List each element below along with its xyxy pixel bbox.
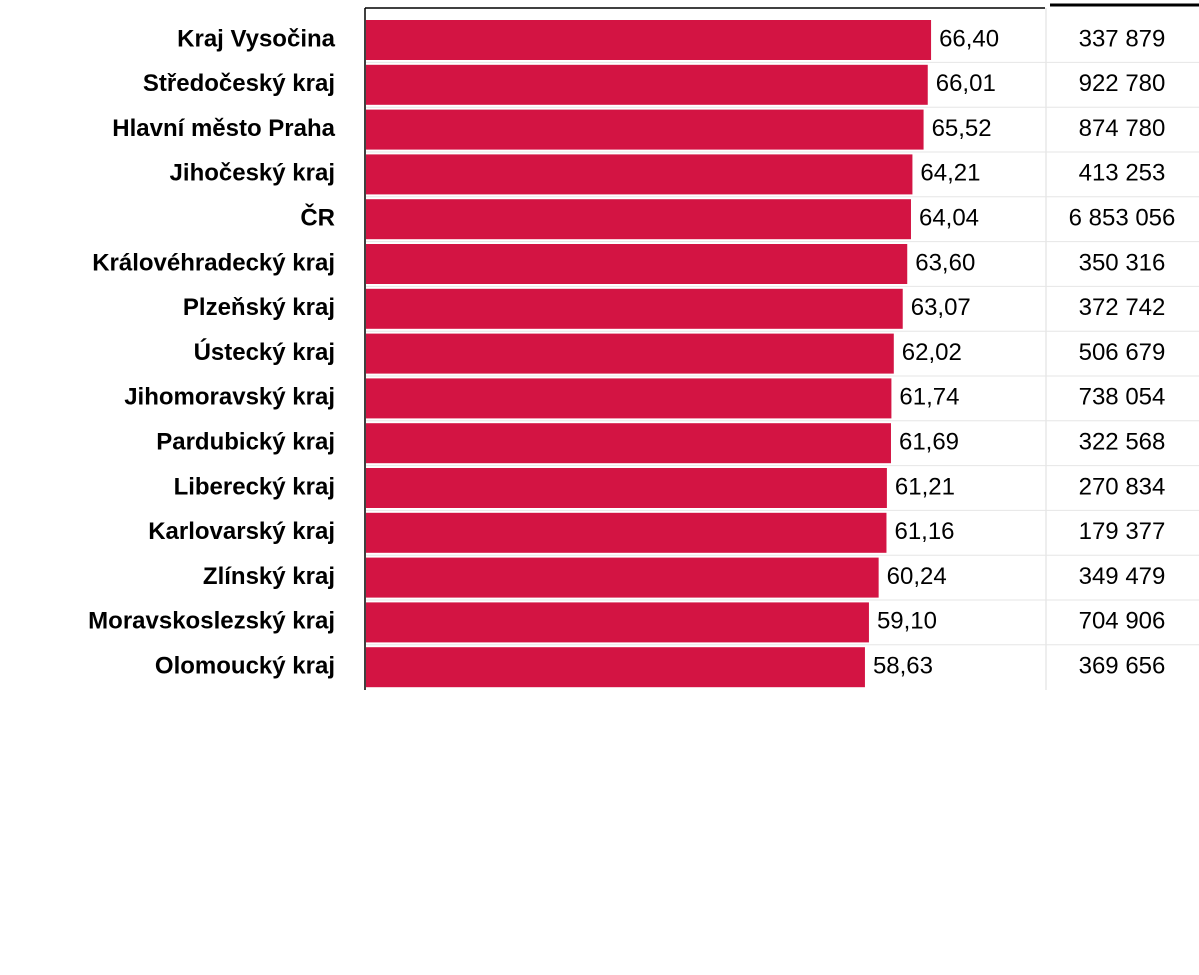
bar xyxy=(366,199,911,240)
bar xyxy=(366,423,891,464)
count-label: 349 479 xyxy=(1079,563,1166,590)
value-label: 61,21 xyxy=(895,473,955,500)
bar xyxy=(366,64,928,105)
value-label: 66,01 xyxy=(936,70,996,97)
category-label: ČR xyxy=(300,204,335,232)
value-label: 64,21 xyxy=(920,160,980,187)
value-label: 61,16 xyxy=(894,518,954,545)
value-label: 62,02 xyxy=(902,339,962,366)
count-label: 922 780 xyxy=(1079,70,1166,97)
count-label: 506 679 xyxy=(1079,339,1166,366)
bar xyxy=(366,244,908,284)
value-label: 65,52 xyxy=(932,115,992,142)
count-label: 369 656 xyxy=(1079,653,1166,680)
value-label: 66,40 xyxy=(939,25,999,52)
bar xyxy=(366,378,892,419)
value-label: 60,24 xyxy=(887,563,947,590)
count-label: 350 316 xyxy=(1079,249,1166,276)
bar xyxy=(366,109,924,150)
value-label: 61,74 xyxy=(899,384,959,411)
category-label: Hlavní město Praha xyxy=(112,115,335,142)
bar xyxy=(366,602,869,643)
category-label: Olomoucký kraj xyxy=(155,653,335,680)
category-label: Jihočeský kraj xyxy=(170,160,335,187)
count-label: 322 568 xyxy=(1079,429,1166,456)
bar xyxy=(366,557,879,598)
value-label: 63,60 xyxy=(915,249,975,276)
category-label: Karlovarský kraj xyxy=(148,518,335,545)
value-label: 58,63 xyxy=(873,653,933,680)
count-label: 738 054 xyxy=(1079,384,1166,411)
count-label: 6 853 056 xyxy=(1069,205,1176,232)
category-label: Kraj Vysočina xyxy=(177,25,336,52)
value-label: 64,04 xyxy=(919,205,979,232)
count-label: 337 879 xyxy=(1079,25,1166,52)
value-label: 63,07 xyxy=(911,294,971,321)
bar xyxy=(366,647,865,688)
bar xyxy=(366,333,894,374)
count-label: 372 742 xyxy=(1079,294,1166,321)
bar xyxy=(366,468,887,508)
category-label: Zlínský kraj xyxy=(203,563,335,590)
count-label: 270 834 xyxy=(1079,473,1166,500)
value-label: 59,10 xyxy=(877,608,937,635)
bar xyxy=(366,512,887,553)
category-label: Jihomoravský kraj xyxy=(124,384,335,411)
count-label: 874 780 xyxy=(1079,115,1166,142)
count-label: 413 253 xyxy=(1079,160,1166,187)
category-label: Pardubický kraj xyxy=(156,429,335,456)
category-label: Plzeňský kraj xyxy=(183,294,335,321)
count-label: 179 377 xyxy=(1079,518,1166,545)
bar xyxy=(366,154,913,195)
value-label: 61,69 xyxy=(899,429,959,456)
category-label: Moravskoslezský kraj xyxy=(88,608,335,635)
category-label: Ústecký kraj xyxy=(194,338,335,366)
category-label: Liberecký kraj xyxy=(174,473,335,500)
category-label: Středočeský kraj xyxy=(143,70,335,97)
category-label: Královéhradecký kraj xyxy=(92,249,335,276)
count-label: 704 906 xyxy=(1079,608,1166,635)
bar xyxy=(366,20,932,60)
bar xyxy=(366,288,903,329)
